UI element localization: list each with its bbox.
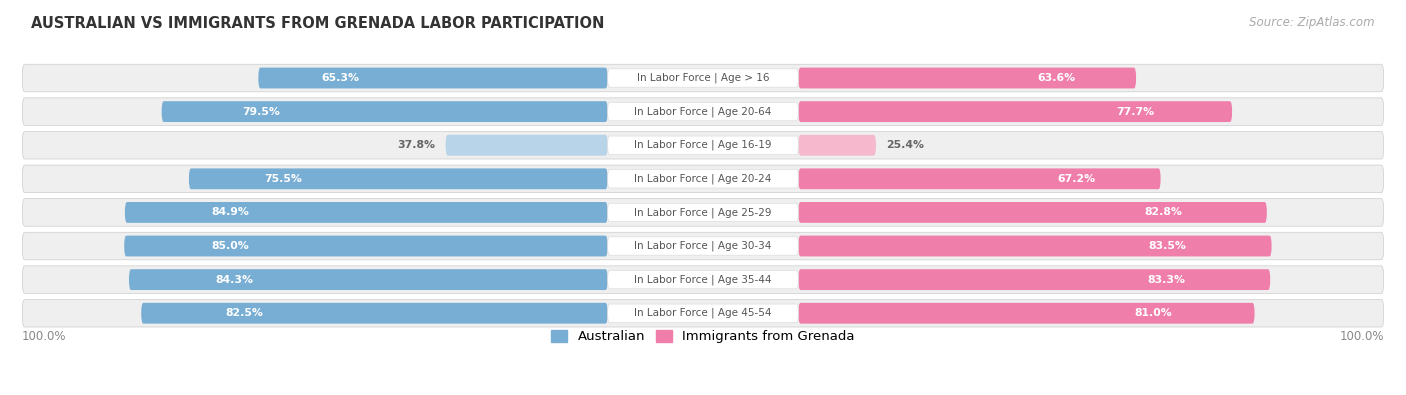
FancyBboxPatch shape — [22, 266, 1384, 293]
FancyBboxPatch shape — [129, 269, 607, 290]
Text: In Labor Force | Age > 16: In Labor Force | Age > 16 — [637, 73, 769, 83]
Text: 25.4%: 25.4% — [886, 140, 924, 150]
FancyBboxPatch shape — [607, 102, 799, 121]
FancyBboxPatch shape — [799, 202, 1267, 223]
FancyBboxPatch shape — [607, 136, 799, 154]
Text: In Labor Force | Age 25-29: In Labor Force | Age 25-29 — [634, 207, 772, 218]
FancyBboxPatch shape — [799, 168, 1160, 189]
FancyBboxPatch shape — [22, 232, 1384, 260]
FancyBboxPatch shape — [607, 304, 799, 322]
FancyBboxPatch shape — [607, 69, 799, 87]
Legend: Australian, Immigrants from Grenada: Australian, Immigrants from Grenada — [547, 326, 859, 347]
FancyBboxPatch shape — [22, 98, 1384, 125]
FancyBboxPatch shape — [607, 203, 799, 222]
FancyBboxPatch shape — [799, 101, 1232, 122]
Text: 82.5%: 82.5% — [225, 308, 263, 318]
FancyBboxPatch shape — [799, 269, 1270, 290]
FancyBboxPatch shape — [141, 303, 607, 324]
FancyBboxPatch shape — [22, 299, 1384, 327]
FancyBboxPatch shape — [446, 135, 607, 156]
FancyBboxPatch shape — [799, 135, 876, 156]
Text: In Labor Force | Age 20-64: In Labor Force | Age 20-64 — [634, 106, 772, 117]
Text: 83.5%: 83.5% — [1149, 241, 1187, 251]
Text: 85.0%: 85.0% — [211, 241, 249, 251]
Text: 84.9%: 84.9% — [212, 207, 250, 217]
FancyBboxPatch shape — [22, 165, 1384, 193]
Text: 67.2%: 67.2% — [1057, 174, 1095, 184]
FancyBboxPatch shape — [799, 68, 1136, 88]
Text: 100.0%: 100.0% — [1340, 330, 1384, 343]
Text: 82.8%: 82.8% — [1144, 207, 1182, 217]
Text: 77.7%: 77.7% — [1116, 107, 1154, 117]
FancyBboxPatch shape — [607, 170, 799, 188]
Text: 37.8%: 37.8% — [398, 140, 436, 150]
Text: In Labor Force | Age 16-19: In Labor Force | Age 16-19 — [634, 140, 772, 150]
Text: 81.0%: 81.0% — [1135, 308, 1173, 318]
Text: 75.5%: 75.5% — [264, 174, 302, 184]
Text: 84.3%: 84.3% — [215, 275, 253, 285]
FancyBboxPatch shape — [22, 132, 1384, 159]
FancyBboxPatch shape — [607, 237, 799, 255]
FancyBboxPatch shape — [799, 303, 1254, 324]
Text: 65.3%: 65.3% — [321, 73, 359, 83]
Text: Source: ZipAtlas.com: Source: ZipAtlas.com — [1250, 16, 1375, 29]
Text: 63.6%: 63.6% — [1038, 73, 1076, 83]
Text: In Labor Force | Age 30-34: In Labor Force | Age 30-34 — [634, 241, 772, 251]
FancyBboxPatch shape — [259, 68, 607, 88]
FancyBboxPatch shape — [799, 235, 1271, 256]
Text: In Labor Force | Age 20-24: In Labor Force | Age 20-24 — [634, 173, 772, 184]
Text: In Labor Force | Age 45-54: In Labor Force | Age 45-54 — [634, 308, 772, 318]
FancyBboxPatch shape — [124, 235, 607, 256]
FancyBboxPatch shape — [188, 168, 607, 189]
FancyBboxPatch shape — [22, 64, 1384, 92]
Text: 83.3%: 83.3% — [1147, 275, 1185, 285]
FancyBboxPatch shape — [162, 101, 607, 122]
Text: 100.0%: 100.0% — [22, 330, 66, 343]
Text: AUSTRALIAN VS IMMIGRANTS FROM GRENADA LABOR PARTICIPATION: AUSTRALIAN VS IMMIGRANTS FROM GRENADA LA… — [31, 16, 605, 31]
Text: In Labor Force | Age 35-44: In Labor Force | Age 35-44 — [634, 275, 772, 285]
Text: 79.5%: 79.5% — [242, 107, 280, 117]
FancyBboxPatch shape — [607, 271, 799, 289]
FancyBboxPatch shape — [125, 202, 607, 223]
FancyBboxPatch shape — [22, 199, 1384, 226]
